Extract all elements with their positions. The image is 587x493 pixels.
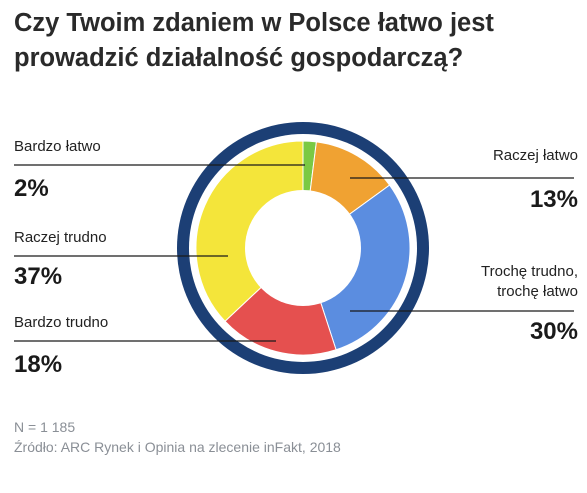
donut-hole	[245, 190, 361, 306]
value-troche: 30%	[529, 318, 578, 345]
source-note: Źródło: ARC Rynek i Opinia na zlecenie i…	[14, 439, 341, 455]
value-bardzo-trudno: 18%	[14, 351, 63, 378]
label-troche-line-2: trochę łatwo	[497, 283, 578, 300]
title-line-1: Czy Twoim zdaniem w Polsce łatwo jest	[14, 9, 494, 37]
label-bardzo-trudno: Bardzo trudno	[14, 314, 109, 331]
sample-size: N = 1 185	[14, 419, 76, 435]
value-bardzo-latwo: 2%	[14, 175, 49, 202]
label-raczej-trudno: Raczej trudno	[14, 229, 107, 246]
chart-title: Czy Twoim zdaniem w Polsce łatwo jest pr…	[14, 6, 574, 76]
value-raczej-trudno: 37%	[14, 263, 63, 290]
label-raczej-latwo: Raczej łatwo	[492, 147, 578, 164]
title-line-2: prowadzić działalność gospodarczą?	[14, 44, 464, 72]
label-bardzo-latwo: Bardzo łatwo	[14, 138, 101, 155]
value-raczej-latwo: 13%	[529, 186, 578, 213]
label-troche-line-1: Trochę trudno,	[481, 263, 578, 280]
